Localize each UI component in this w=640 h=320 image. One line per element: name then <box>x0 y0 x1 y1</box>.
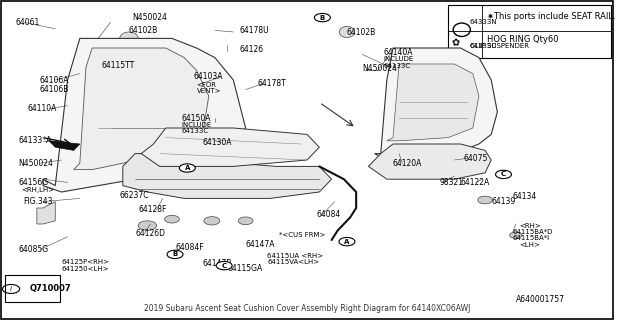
Polygon shape <box>123 154 332 198</box>
Text: A640001757: A640001757 <box>516 295 564 304</box>
Circle shape <box>150 181 169 190</box>
Text: 64106A: 64106A <box>40 76 69 84</box>
Text: 64115UA <RH>: 64115UA <RH> <box>267 253 323 259</box>
Text: <RH,LH>: <RH,LH> <box>22 188 54 193</box>
Text: 64133C: 64133C <box>469 43 496 49</box>
Text: CLIP SUSPENDER: CLIP SUSPENDER <box>470 44 529 49</box>
Text: A: A <box>344 239 349 244</box>
Circle shape <box>238 217 253 225</box>
Text: C: C <box>221 263 227 268</box>
Text: 2019 Subaru Ascent Seat Cushion Cover Assembly Right Diagram for 64140XC06AWJ: 2019 Subaru Ascent Seat Cushion Cover As… <box>144 304 470 313</box>
Text: 64115GA: 64115GA <box>227 264 262 273</box>
Text: INCLUDE: INCLUDE <box>384 56 414 62</box>
Circle shape <box>216 261 232 270</box>
Text: C: C <box>501 172 506 177</box>
Text: i: i <box>10 286 12 292</box>
Circle shape <box>204 217 220 225</box>
Text: B: B <box>172 252 178 257</box>
Polygon shape <box>141 128 319 166</box>
Text: ✿: ✿ <box>452 38 460 48</box>
Circle shape <box>261 181 280 190</box>
Text: 64150A: 64150A <box>181 114 211 123</box>
Text: FIG.343: FIG.343 <box>23 197 53 206</box>
Text: N450024: N450024 <box>19 159 53 168</box>
Text: 64115BA*I: 64115BA*I <box>513 236 550 241</box>
Text: VENT>: VENT> <box>196 88 221 94</box>
Text: 64333N: 64333N <box>469 20 497 25</box>
Circle shape <box>314 13 330 22</box>
Text: 64115VA<LH>: 64115VA<LH> <box>267 260 319 265</box>
Polygon shape <box>49 141 80 150</box>
Text: INCLUDE: INCLUDE <box>181 122 211 128</box>
Text: <FOR: <FOR <box>196 82 216 88</box>
Text: A: A <box>184 165 190 171</box>
Text: B: B <box>320 15 325 20</box>
Text: 64130A: 64130A <box>203 138 232 147</box>
Text: 64106B: 64106B <box>40 85 69 94</box>
Circle shape <box>164 215 179 223</box>
Text: 64102B: 64102B <box>129 26 158 35</box>
Text: *<CUS FRM>: *<CUS FRM> <box>280 232 326 238</box>
Text: 64102B: 64102B <box>347 28 376 36</box>
Text: 64133C: 64133C <box>181 128 208 134</box>
Circle shape <box>138 221 157 230</box>
Polygon shape <box>74 48 209 170</box>
Text: 64084: 64084 <box>316 210 340 219</box>
Text: 64126D: 64126D <box>135 229 165 238</box>
Text: N450024: N450024 <box>362 64 397 73</box>
Text: <LH>: <LH> <box>519 242 540 248</box>
Text: 64120A: 64120A <box>393 159 422 168</box>
Text: 64128F: 64128F <box>138 205 166 214</box>
Text: 64110A: 64110A <box>28 104 57 113</box>
Text: 64085G: 64085G <box>19 245 49 254</box>
Circle shape <box>495 170 511 179</box>
Text: 64134: 64134 <box>513 192 537 201</box>
Polygon shape <box>374 48 497 160</box>
Circle shape <box>109 41 124 49</box>
Text: 64156G: 64156G <box>19 178 49 187</box>
Text: 66237C: 66237C <box>120 191 149 200</box>
Text: 64139: 64139 <box>492 197 515 206</box>
Text: <RH>: <RH> <box>519 223 541 228</box>
Text: 64061: 64061 <box>15 18 40 27</box>
Polygon shape <box>43 38 246 192</box>
Text: 64133C: 64133C <box>384 63 411 68</box>
Text: 64147A: 64147A <box>246 240 275 249</box>
Circle shape <box>179 164 195 172</box>
Text: 64147B: 64147B <box>203 260 232 268</box>
Circle shape <box>224 181 243 190</box>
Circle shape <box>509 232 522 238</box>
Circle shape <box>477 196 492 204</box>
Text: 64075: 64075 <box>463 154 488 163</box>
Circle shape <box>339 237 355 246</box>
Text: 64178T: 64178T <box>258 79 287 88</box>
Circle shape <box>167 250 183 259</box>
Ellipse shape <box>120 32 138 45</box>
Text: 64125P<RH>: 64125P<RH> <box>61 260 109 265</box>
Text: 64126: 64126 <box>239 45 264 54</box>
Ellipse shape <box>339 27 355 38</box>
Text: 64122A: 64122A <box>461 178 490 187</box>
Circle shape <box>188 181 205 190</box>
Text: Q710007: Q710007 <box>29 284 71 293</box>
Text: 64084F: 64084F <box>175 244 204 252</box>
Text: 98321: 98321 <box>439 178 463 187</box>
Text: 64115TT: 64115TT <box>101 61 134 70</box>
Text: N450024: N450024 <box>132 13 167 22</box>
Text: 64140A: 64140A <box>384 48 413 57</box>
Text: 64103A: 64103A <box>193 72 223 81</box>
FancyBboxPatch shape <box>448 5 611 58</box>
Polygon shape <box>369 144 492 179</box>
Polygon shape <box>37 202 55 224</box>
FancyBboxPatch shape <box>5 275 60 302</box>
Circle shape <box>441 156 456 164</box>
Text: 64178U: 64178U <box>239 26 269 35</box>
Text: 64133*A: 64133*A <box>19 136 52 145</box>
Text: 64115BA*D: 64115BA*D <box>513 229 553 235</box>
Text: ✷This ports include SEAT RAIL.: ✷This ports include SEAT RAIL. <box>487 12 616 20</box>
Text: 641250<LH>: 641250<LH> <box>61 266 109 272</box>
Text: HOG RING Qty60: HOG RING Qty60 <box>487 35 559 44</box>
Polygon shape <box>387 64 479 141</box>
